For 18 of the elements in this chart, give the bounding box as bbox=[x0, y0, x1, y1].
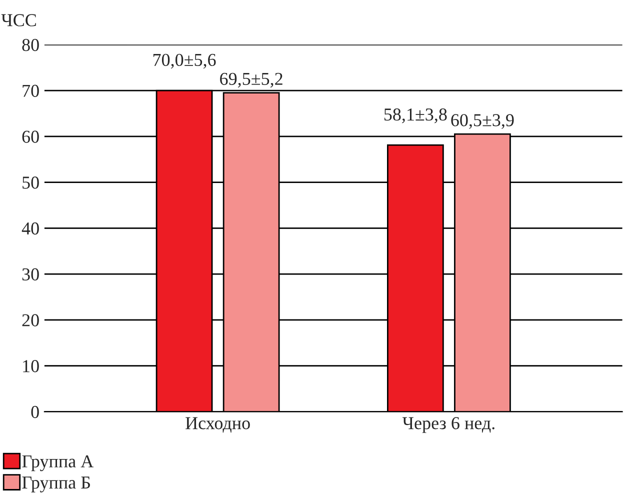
data-label: 58,1±3,8 bbox=[384, 108, 447, 124]
x-tick-label: Исходно bbox=[186, 417, 250, 433]
y-tick-label: 80 bbox=[22, 38, 39, 52]
legend-label: Группа А bbox=[22, 455, 94, 472]
data-label: 70,0±5,6 bbox=[153, 54, 216, 69]
y-tick-label: 60 bbox=[22, 130, 39, 143]
legend-label: Группа Б bbox=[22, 476, 90, 492]
y-tick-label: 20 bbox=[22, 314, 39, 326]
y-tick-label: 10 bbox=[23, 360, 39, 372]
data-label: 60,5±3,9 bbox=[451, 114, 514, 129]
y-tick-label: 40 bbox=[22, 222, 39, 235]
y-tick-label: 0 bbox=[31, 406, 39, 418]
y-axis-title: ЧСС bbox=[1, 14, 36, 26]
y-tick-label: 30 bbox=[22, 268, 39, 280]
y-tick-label: 50 bbox=[22, 176, 39, 189]
x-tick-label: Через 6 нед. bbox=[402, 417, 494, 433]
y-tick-label: 70 bbox=[22, 84, 39, 97]
data-label: 69,5±5,2 bbox=[220, 72, 282, 88]
